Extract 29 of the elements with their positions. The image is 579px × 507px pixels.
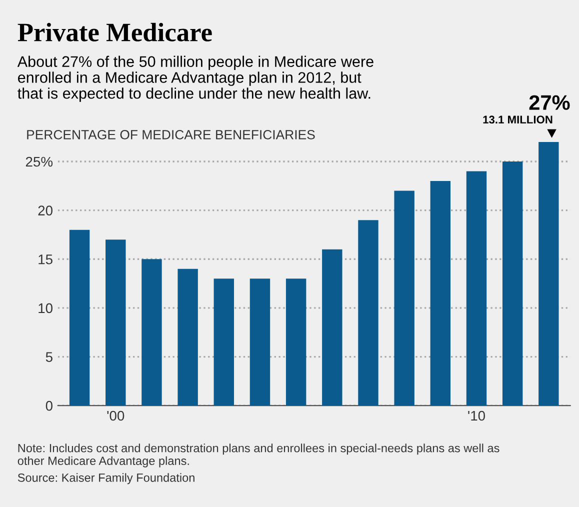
bar [69, 230, 90, 406]
bar [394, 190, 414, 406]
bar [322, 249, 342, 406]
chart-subtitle: About 27% of the 50 million people in Medicare were enrolled in a Medicare Advantage plan in 2012, but that is expected to decline under the new health law. [17, 56, 374, 102]
y-axis-title: PERCENTAGE OF MEDICARE BENEFICIARIES [27, 130, 315, 140]
y-tick-label: 0 [46, 400, 52, 411]
bar [286, 278, 306, 406]
bar [250, 278, 270, 406]
bar [214, 278, 234, 406]
x-tick-label: '00 [107, 410, 124, 421]
chart-title: Private Medicare [18, 22, 212, 42]
bar [106, 240, 126, 406]
text: 27% [529, 95, 570, 110]
y-tick-label: 15 [38, 254, 52, 264]
bar [178, 268, 198, 406]
bar [538, 142, 559, 406]
text: Note: Includes cost and demonstration plans and enrollees in special-needs plans as well as other Medicare Advantage plans. [18, 444, 500, 468]
y-tick-label: 20 [38, 206, 52, 216]
bar [502, 161, 523, 406]
text: 13.1 MILLION [483, 116, 552, 124]
x-tick-label: '10 [468, 410, 485, 421]
bar [466, 171, 487, 406]
y-tick-label: 5 [46, 352, 52, 362]
bar [430, 181, 451, 406]
source-note: Source: Kaiser Family Foundation [18, 473, 194, 484]
bar [142, 259, 162, 406]
bar [358, 220, 378, 406]
y-tick-label: 10 [38, 303, 52, 314]
y-tick-label: 25% [26, 156, 53, 167]
